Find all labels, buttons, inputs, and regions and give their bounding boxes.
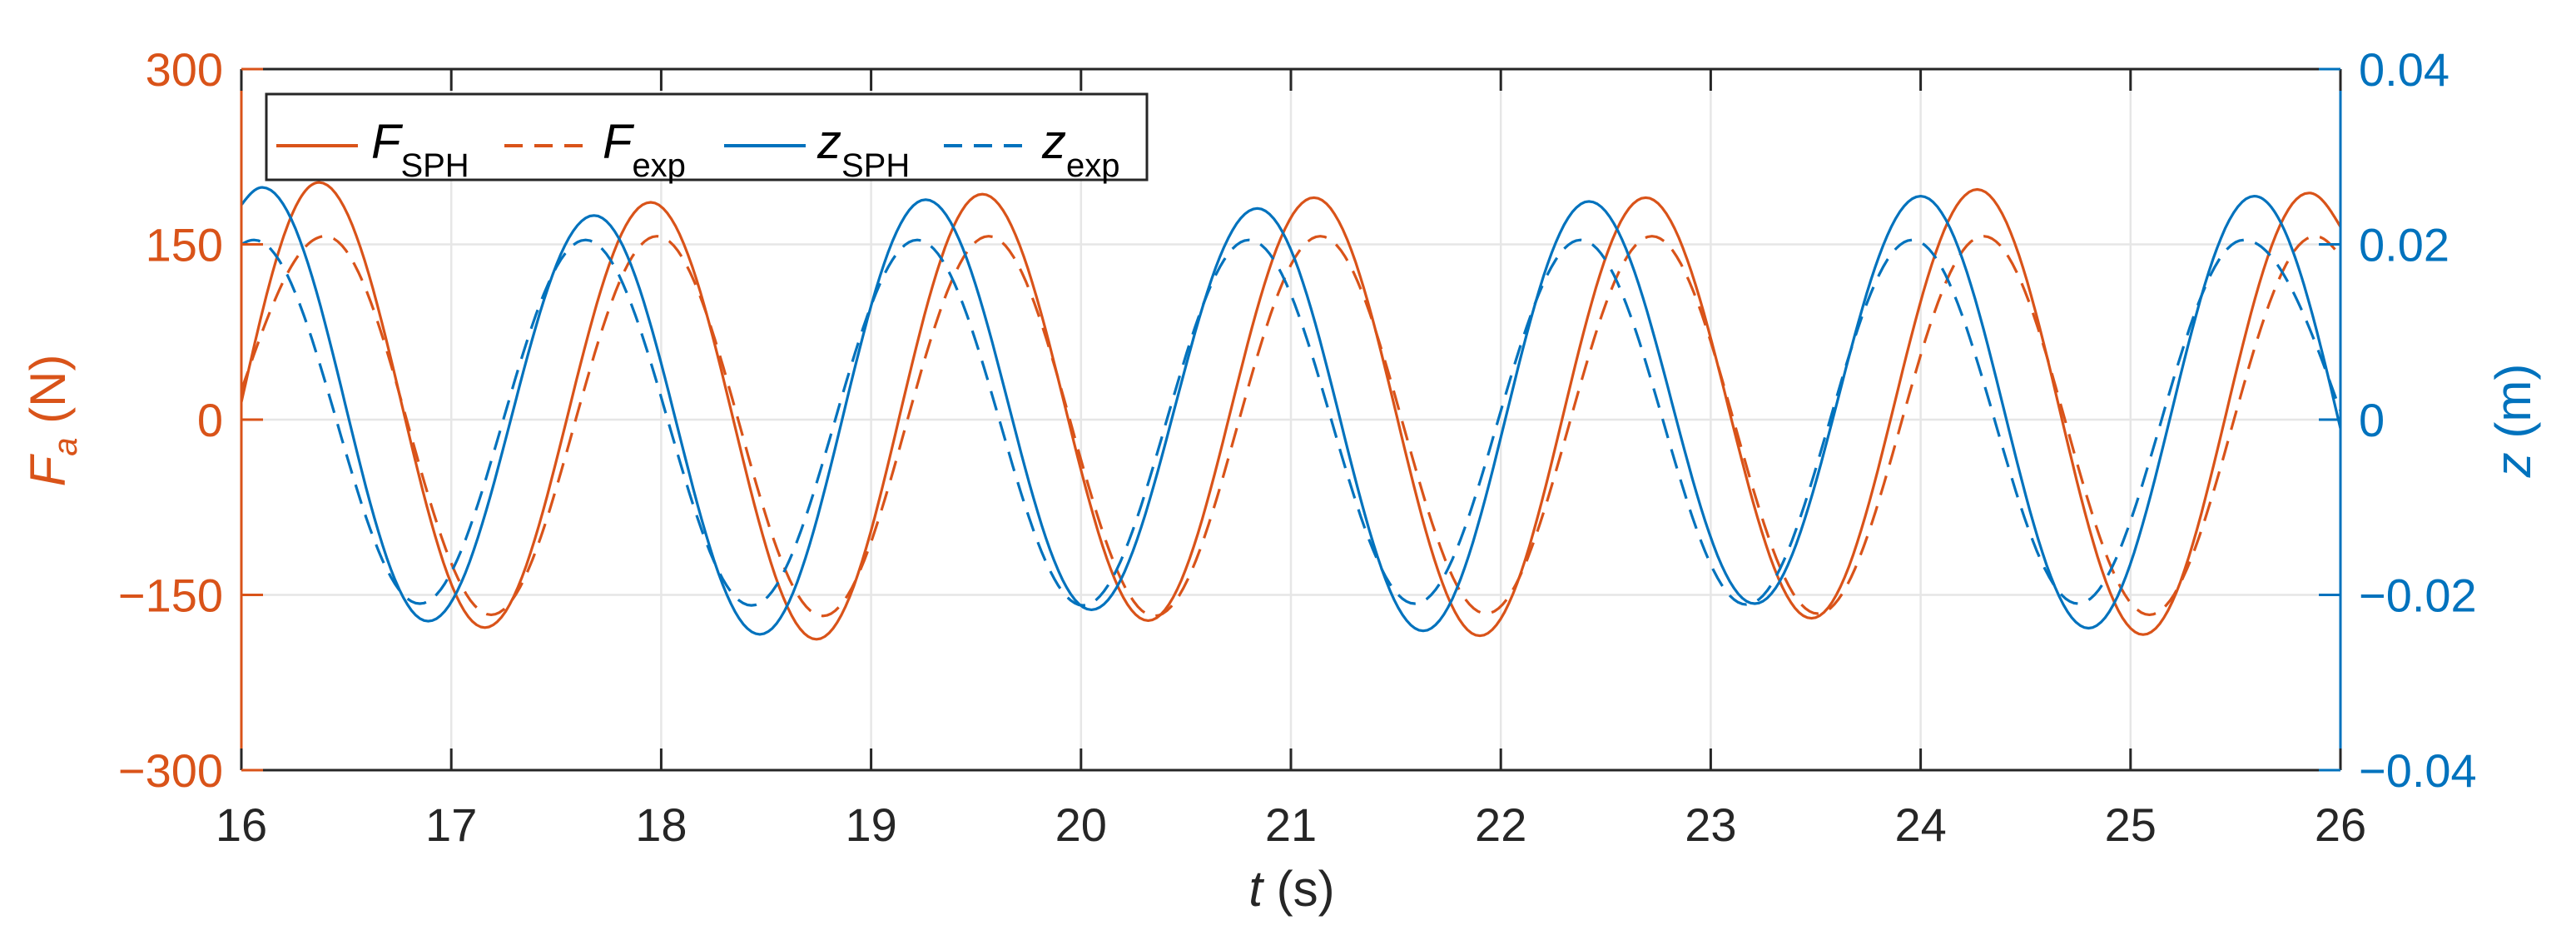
x-tick-label: 26: [2315, 798, 2366, 851]
right-y-axis-label-unit: (m): [2485, 364, 2541, 453]
left-y-tick-label: 0: [197, 394, 223, 446]
legend-label-var: F: [371, 115, 404, 169]
left-y-axis-label-unit: (N): [20, 355, 76, 438]
legend-label-var: z: [1041, 115, 1066, 169]
left-y-axis-label: Fa (N): [20, 355, 84, 487]
x-tick-label: 21: [1265, 798, 1317, 851]
series-line-f-exp: [240, 235, 2342, 618]
left-y-axis-label-sub: a: [47, 438, 84, 456]
x-tick-label: 17: [425, 798, 477, 851]
svg-text:zexp: zexp: [1041, 115, 1120, 184]
x-tick-label: 19: [845, 798, 896, 851]
x-tick-label: 20: [1055, 798, 1107, 851]
legend-label-var: F: [603, 115, 635, 169]
legend: FSPH Fexp zSPH zexp: [265, 92, 1149, 184]
right-y-axis-label: z (m): [2485, 364, 2541, 479]
svg-text:Fexp: Fexp: [603, 115, 686, 184]
series-line-z-sph: [240, 186, 2342, 636]
left-y-tick-label: 150: [146, 219, 223, 271]
series-line-f-sph: [240, 181, 2342, 641]
left-y-axis-label-var: F: [20, 453, 76, 486]
axes-frame: [240, 67, 2342, 772]
legend-item-z-sph: zSPH: [724, 115, 910, 184]
legend-item-z-exp: zexp: [944, 115, 1120, 184]
x-tick-label: 22: [1475, 798, 1526, 851]
legend-item-f-exp: Fexp: [504, 115, 686, 184]
right-y-tick-label: 0.02: [2359, 219, 2449, 271]
left-y-tick-label: −300: [118, 744, 223, 797]
x-tick-label: 16: [216, 798, 267, 851]
plot-series: [240, 181, 2342, 641]
legend-label-sub: exp: [632, 147, 686, 184]
left-y-tick-labels: 300 150 0 −150 −300: [118, 43, 223, 797]
x-tick-label: 18: [635, 798, 687, 851]
x-tick-label: 24: [1894, 798, 1946, 851]
x-axis-label-var: t: [1248, 861, 1264, 917]
x-tick-labels: 16 17 18 19 20 21 22 23 24 25 26: [216, 798, 2366, 851]
svg-text:FSPH: FSPH: [371, 115, 469, 184]
series-line-z-exp: [240, 238, 2342, 607]
right-y-tick-labels: 0.04 0.02 0 −0.02 −0.04: [2359, 43, 2477, 797]
right-y-tick-label: 0: [2359, 394, 2385, 446]
legend-label-sub: SPH: [400, 147, 469, 184]
grid-lines: [241, 69, 2340, 770]
legend-label-var: z: [816, 115, 841, 169]
legend-label-sub: exp: [1066, 147, 1120, 184]
legend-item-f-sph: FSPH: [276, 115, 469, 184]
x-tick-label: 23: [1685, 798, 1736, 851]
legend-label-sub: SPH: [841, 147, 910, 184]
left-y-tick-label: 300: [146, 43, 223, 96]
x-axis-label: t (s): [1248, 861, 1334, 917]
right-y-tick-label: −0.04: [2359, 744, 2477, 797]
right-y-axis-label-var: z: [2485, 452, 2541, 478]
right-y-tick-label: −0.02: [2359, 569, 2477, 622]
x-tick-label: 25: [2105, 798, 2157, 851]
x-axis-label-unit: (s): [1263, 861, 1335, 917]
svg-text:zSPH: zSPH: [816, 115, 910, 184]
right-y-tick-label: 0.04: [2359, 43, 2449, 96]
legend-box: [265, 92, 1149, 182]
left-y-tick-label: −150: [118, 569, 223, 622]
